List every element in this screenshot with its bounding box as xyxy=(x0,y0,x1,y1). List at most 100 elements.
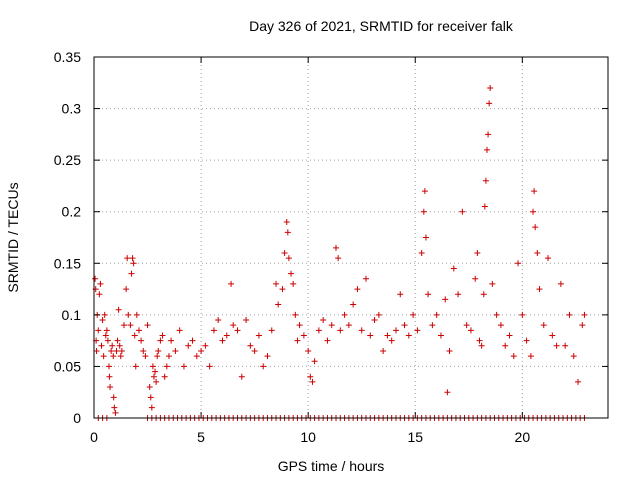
data-point xyxy=(527,353,534,360)
data-points xyxy=(92,84,588,421)
data-point xyxy=(124,255,131,262)
data-point xyxy=(117,353,124,360)
data-point xyxy=(127,322,134,329)
y-tick-label: 0.1 xyxy=(62,307,82,323)
data-point xyxy=(487,84,494,91)
data-point xyxy=(401,322,408,329)
data-point xyxy=(107,384,114,391)
data-point xyxy=(118,347,125,354)
data-point xyxy=(420,208,427,215)
data-point xyxy=(101,311,108,318)
data-point xyxy=(467,327,474,334)
data-point xyxy=(159,332,166,339)
data-point xyxy=(97,280,104,287)
data-point xyxy=(324,337,331,344)
data-point xyxy=(144,322,151,329)
data-point xyxy=(333,244,340,251)
data-point xyxy=(335,255,342,262)
data-point xyxy=(405,332,412,339)
data-point xyxy=(112,409,119,416)
grid-lines xyxy=(94,57,608,418)
data-point xyxy=(142,353,149,360)
data-point xyxy=(96,291,103,298)
data-point xyxy=(285,255,292,262)
data-point xyxy=(371,317,378,324)
data-point xyxy=(429,322,436,329)
data-point xyxy=(255,332,262,339)
y-axis-label: SRMTID / TECUs xyxy=(5,182,21,292)
data-point xyxy=(283,219,290,226)
data-point xyxy=(566,311,573,318)
data-point xyxy=(530,208,537,215)
data-point xyxy=(114,337,121,344)
data-point xyxy=(437,332,444,339)
data-point xyxy=(362,275,369,282)
y-tick-label: 0.15 xyxy=(54,255,81,271)
data-point xyxy=(579,322,586,329)
data-point xyxy=(410,311,417,318)
data-point xyxy=(421,188,428,195)
data-point xyxy=(478,342,485,349)
data-point xyxy=(140,347,147,354)
data-point xyxy=(147,394,154,401)
data-point xyxy=(311,358,318,365)
y-tick-label: 0.25 xyxy=(54,152,81,168)
data-point xyxy=(350,301,357,308)
data-point xyxy=(358,327,365,334)
data-point xyxy=(123,286,130,293)
data-point xyxy=(384,332,391,339)
plot-frame xyxy=(93,56,609,419)
data-point xyxy=(328,322,335,329)
y-tick-label: 0.2 xyxy=(62,204,82,220)
data-point xyxy=(210,327,217,334)
data-point xyxy=(380,347,387,354)
data-point xyxy=(230,322,237,329)
data-point xyxy=(483,146,490,153)
data-point xyxy=(135,327,142,334)
data-point xyxy=(557,280,564,287)
data-point xyxy=(92,275,99,282)
data-point xyxy=(474,249,481,256)
data-point xyxy=(172,347,179,354)
data-point xyxy=(418,249,425,256)
data-point xyxy=(104,337,111,344)
data-point xyxy=(165,353,172,360)
data-point xyxy=(161,373,168,380)
data-point xyxy=(157,337,164,344)
data-point xyxy=(425,291,432,298)
data-point xyxy=(228,280,235,287)
data-point xyxy=(575,378,582,385)
data-point xyxy=(120,322,127,329)
data-point xyxy=(392,327,399,334)
data-point xyxy=(133,311,140,318)
data-point xyxy=(397,291,404,298)
data-point xyxy=(433,311,440,318)
x-tick-label: 0 xyxy=(90,429,98,445)
data-point xyxy=(545,255,552,262)
data-point xyxy=(309,378,316,385)
data-point xyxy=(549,332,556,339)
y-tick-label: 0.05 xyxy=(54,358,81,374)
data-point xyxy=(100,353,107,360)
x-tick-label: 5 xyxy=(197,429,205,445)
data-point xyxy=(459,208,466,215)
data-point xyxy=(540,322,547,329)
data-point xyxy=(98,342,105,349)
data-point xyxy=(581,311,588,318)
data-point xyxy=(247,342,254,349)
data-point xyxy=(273,280,280,287)
data-point xyxy=(115,306,122,313)
data-point xyxy=(206,363,213,370)
data-point xyxy=(106,373,113,380)
data-point xyxy=(279,286,286,293)
data-point xyxy=(532,224,539,231)
data-point xyxy=(125,311,132,318)
y-tick-label: 0.3 xyxy=(62,101,82,117)
x-tick-label: 10 xyxy=(300,429,316,445)
data-point xyxy=(180,363,187,370)
data-point xyxy=(154,353,161,360)
data-point xyxy=(149,363,156,370)
data-point xyxy=(562,342,569,349)
data-point xyxy=(463,322,470,329)
data-point xyxy=(422,234,429,241)
